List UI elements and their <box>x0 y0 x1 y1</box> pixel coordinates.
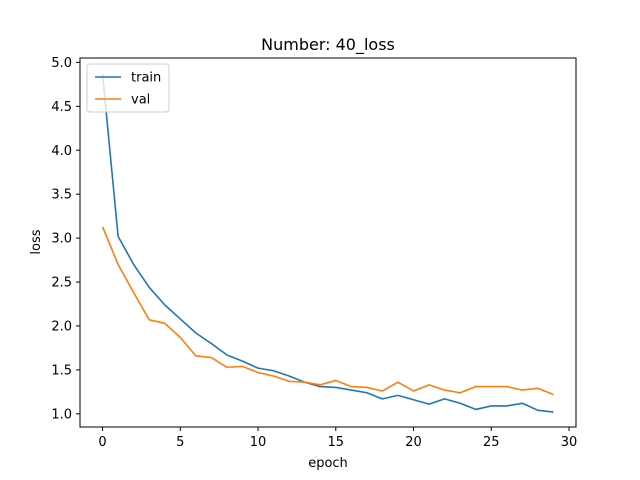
series-line-train <box>101 73 554 413</box>
x-tick-label: 10 <box>250 435 267 450</box>
y-tick-label: 2.5 <box>51 276 72 291</box>
chart-title: Number: 40_loss <box>261 35 395 55</box>
y-tick-label: 1.0 <box>51 407 72 422</box>
x-tick-label: 0 <box>98 435 106 450</box>
legend-label-val: val <box>131 93 150 108</box>
legend-label-train: train <box>131 71 161 86</box>
y-tick-label: 5.0 <box>51 56 72 71</box>
x-tick-label: 5 <box>176 435 184 450</box>
x-tick-label: 25 <box>483 435 500 450</box>
legend-box <box>86 63 170 113</box>
y-tick-label: 1.5 <box>51 363 72 378</box>
x-axis-label: epoch <box>308 456 348 471</box>
x-tick-label: 30 <box>561 435 578 450</box>
series-line-val <box>101 226 554 396</box>
plot-area-frame <box>79 57 577 428</box>
x-axis: 0 5 10 15 20 25 30 <box>98 427 577 450</box>
legend: train val <box>86 63 170 113</box>
y-tick-label: 4.5 <box>51 100 72 115</box>
y-axis: 1.0 1.5 2.0 2.5 3.0 3.5 4.0 4.5 5.0 <box>51 56 80 422</box>
x-tick-label: 15 <box>328 435 345 450</box>
x-tick-label: 20 <box>405 435 422 450</box>
y-tick-label: 4.0 <box>51 144 72 159</box>
y-tick-label: 3.0 <box>51 232 72 247</box>
y-tick-label: 2.0 <box>51 319 72 334</box>
y-axis-label: loss <box>29 229 44 254</box>
y-tick-label: 3.5 <box>51 188 72 203</box>
